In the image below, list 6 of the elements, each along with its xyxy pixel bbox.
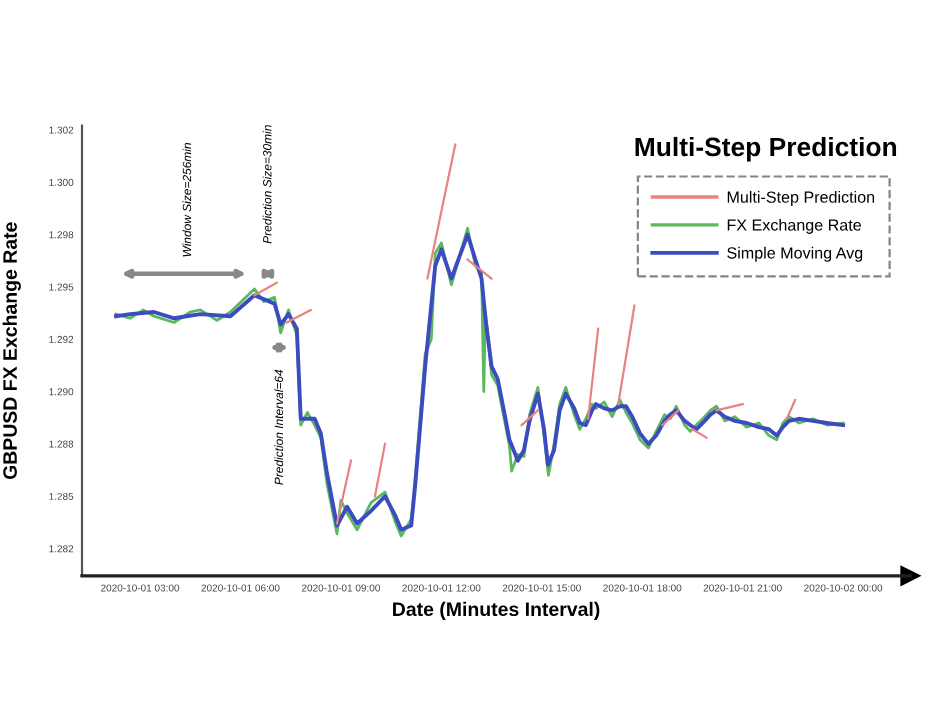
chart-title: Multi-Step Prediction: [635, 136, 897, 162]
legend-label: Simple Moving Avg: [727, 246, 863, 262]
legend-label: FX Exchange Rate: [727, 218, 861, 234]
legend-label: Multi-Step Prediction: [727, 190, 875, 207]
y-axis-title: GBPUSD FX Exchange Rate: [2, 222, 21, 480]
x-axis-title: Date (Minutes Interval): [393, 601, 600, 620]
